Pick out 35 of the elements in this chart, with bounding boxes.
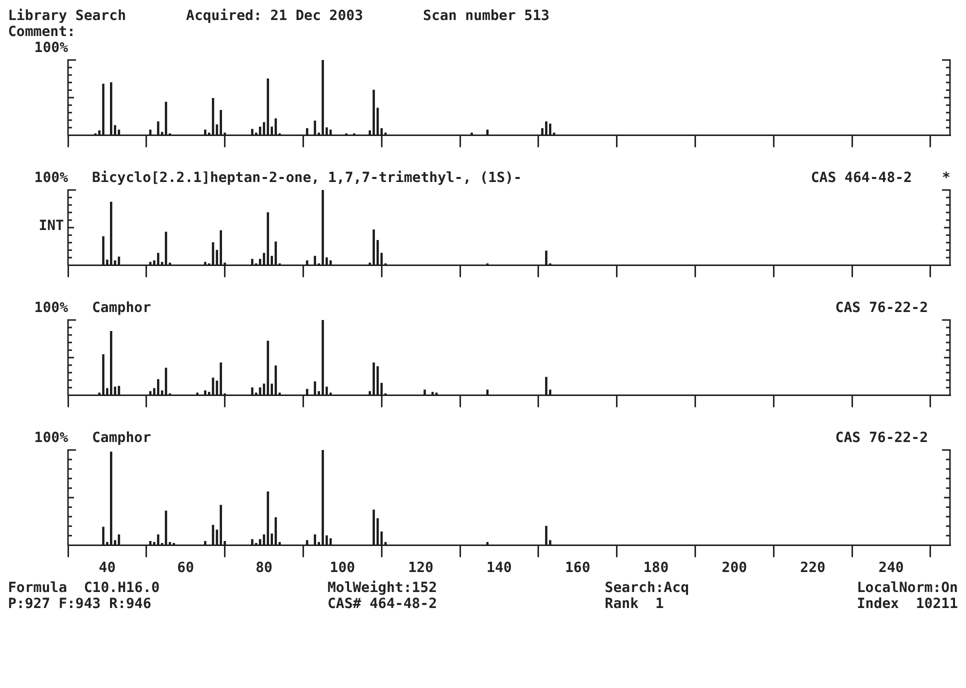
text: LocalNorm:On (856, 580, 958, 596)
chart-subtitle: CAS 76-22-2 (835, 430, 928, 446)
text: 100% (33, 40, 68, 56)
text: 100% (33, 430, 68, 446)
x-tick-label: 60 (177, 560, 194, 576)
text: Scan number 513 (423, 8, 550, 24)
chart-title: Camphor (92, 430, 152, 446)
text: Acquired: 21 Dec 2003 (186, 8, 364, 24)
chart-title: Bicyclo[2.2.1]heptan-2-one, 1,7,7-trimethyl-, (1S)- (92, 170, 522, 186)
text: 100% (33, 170, 68, 186)
text: Comment: (8, 24, 76, 40)
text: MolWeight:152 (327, 580, 438, 596)
text: Index 10211 (856, 596, 958, 612)
text: P:927 F:943 R:946 (8, 596, 152, 612)
text: * (942, 170, 952, 186)
chart-subtitle: CAS 76-22-2 (835, 300, 928, 316)
text: Search:Acq (604, 580, 690, 596)
x-tick-label: 80 (256, 560, 272, 576)
x-tick-label: 120 (408, 560, 434, 576)
x-tick-label: 220 (800, 560, 826, 576)
y-axis-title: INT (38, 218, 64, 234)
x-tick-label: 140 (486, 560, 512, 576)
x-tick-label: 200 (722, 560, 748, 576)
chart-subtitle: CAS 464-48-2 (810, 170, 912, 186)
chart-title: Camphor (92, 300, 152, 316)
text: Rank 1 (604, 596, 665, 612)
chart-title: Library Search (8, 8, 126, 24)
text: CAS# 464-48-2 (327, 596, 438, 612)
x-tick-label: 160 (564, 560, 590, 576)
x-tick-label: 240 (878, 560, 904, 576)
text: Formula C10.H16.0 (8, 580, 160, 596)
x-tick-label: 180 (643, 560, 669, 576)
x-tick-label: 40 (98, 560, 116, 576)
x-tick-label: 100 (330, 560, 356, 576)
text: 100% (33, 300, 68, 316)
